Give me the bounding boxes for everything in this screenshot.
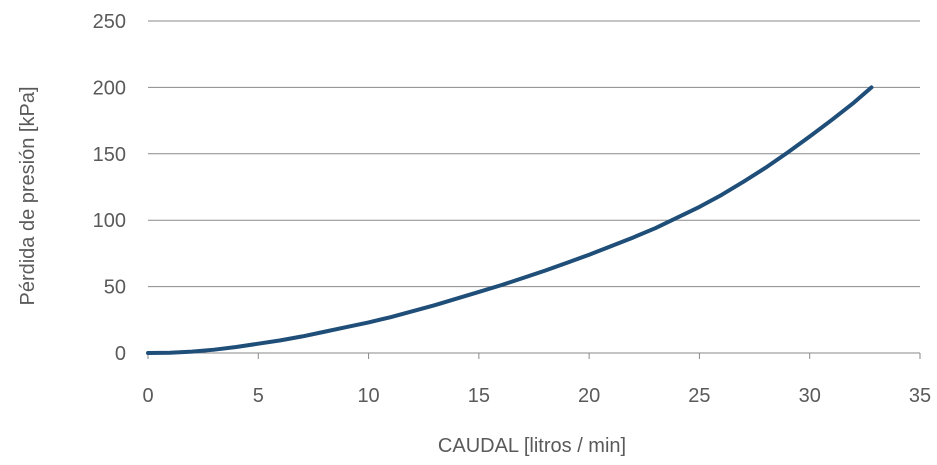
x-tick-label: 10 xyxy=(357,385,379,407)
y-tick-label: 50 xyxy=(104,277,126,299)
x-tick-label: 35 xyxy=(909,385,931,407)
x-tick-label: 0 xyxy=(142,385,153,407)
y-tick-label: 200 xyxy=(93,77,126,99)
x-tick-label: 30 xyxy=(799,385,821,407)
y-axis-title: Pérdida de presión [kPa] xyxy=(17,86,39,305)
axes xyxy=(147,352,921,359)
x-axis-title: CAUDAL [litros / min] xyxy=(438,435,626,457)
y-tick-label: 100 xyxy=(93,210,126,232)
x-tick-label: 25 xyxy=(688,385,710,407)
y-tick-label: 250 xyxy=(93,11,126,33)
y-tick-label: 150 xyxy=(93,144,126,166)
x-tick-label: 20 xyxy=(578,385,600,407)
grid xyxy=(148,20,920,288)
x-tick-label: 5 xyxy=(253,385,264,407)
tick-labels: 0 50 100 150 200 250 0 5 10 15 20 25 30 35 xyxy=(93,11,932,407)
x-tick-label: 15 xyxy=(468,385,490,407)
series-layer xyxy=(146,85,874,355)
series-line-0 xyxy=(146,85,874,355)
y-tick-label: 0 xyxy=(115,343,126,365)
